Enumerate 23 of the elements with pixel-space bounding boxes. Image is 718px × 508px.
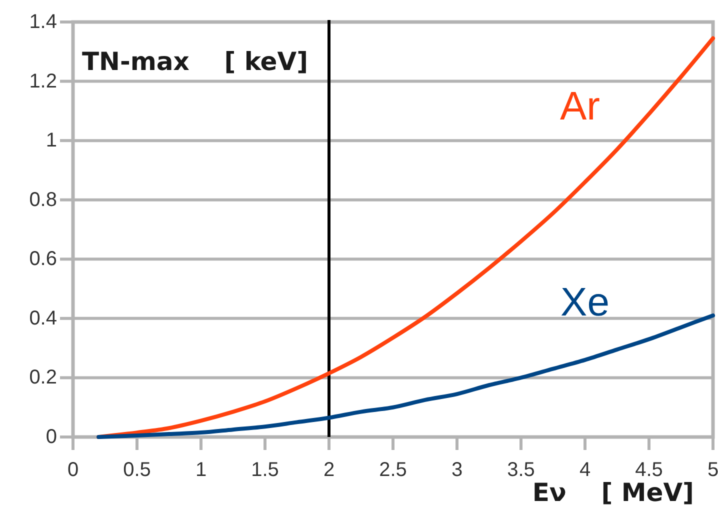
x-axis-title: Eν [ MeV] [532,478,694,507]
x-tick-label: 1.5 [251,459,279,481]
y-tick-label: 1.4 [29,11,57,33]
x-tick-label: 2.5 [379,459,407,481]
x-tick-label: 4.5 [635,459,663,481]
x-tick-label: 3 [451,459,463,481]
x-tick-label: 3.5 [507,459,535,481]
y-axis-title: TN-max [ keV] [82,47,308,76]
x-tick-label: 2 [323,459,335,481]
y-tick-label: 1 [46,130,57,152]
y-tick-label: 1.2 [29,70,57,92]
series-label: Xe [560,280,610,324]
y-tick-label: 0.4 [29,307,57,330]
y-tick-label: 0.6 [29,248,57,270]
y-tick-label: 0.8 [29,188,57,211]
y-tick-label: 0.2 [29,366,57,389]
x-tick-label: 5 [707,459,718,481]
series-label: Ar [560,84,600,128]
y-tick-label: 0 [46,426,57,448]
x-tick-label: 0.5 [123,459,151,481]
x-tick-label: 4 [579,459,591,481]
x-tick-label: 1 [195,459,207,481]
x-tick-label: 0 [67,459,79,481]
